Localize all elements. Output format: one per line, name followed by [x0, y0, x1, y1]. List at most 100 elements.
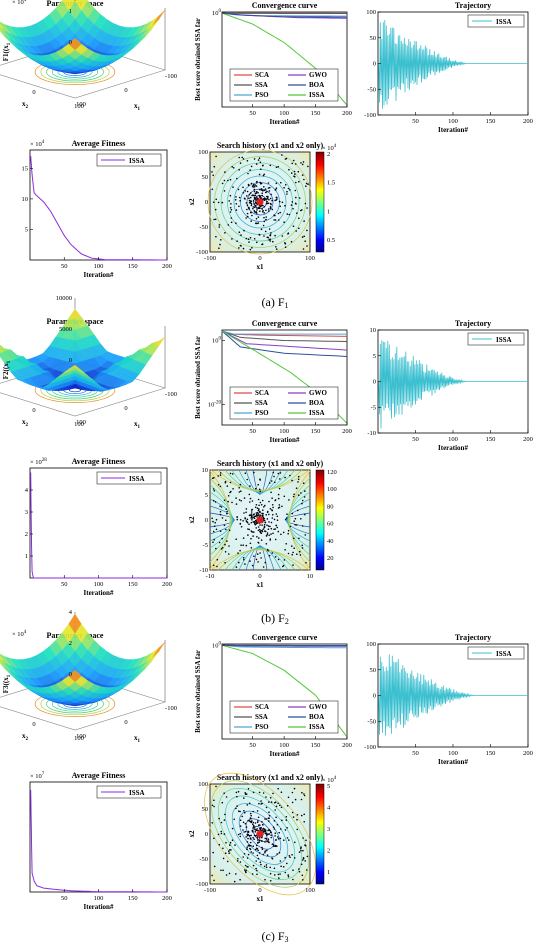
panel-title: Trajectory: [455, 319, 491, 328]
search-point: [246, 841, 249, 843]
search-point: [256, 848, 259, 850]
search-point: [249, 196, 252, 199]
search-point: [279, 478, 281, 480]
search-point: [276, 526, 279, 529]
search-point: [277, 558, 280, 561]
x-tick-label: 50: [412, 118, 419, 125]
x-axis-label: x1: [134, 420, 141, 430]
surface-facet: [0, 655, 5, 663]
search-point: [252, 535, 254, 537]
search-point: [301, 163, 304, 166]
search-point: [270, 232, 272, 234]
search-point: [265, 818, 268, 820]
search-point: [276, 853, 278, 855]
search-point: [250, 513, 253, 515]
search-point: [254, 835, 257, 837]
search-point: [243, 831, 245, 833]
search-point: [278, 852, 281, 854]
search-point: [247, 172, 249, 175]
search-point: [219, 513, 222, 516]
search-point: [277, 472, 280, 475]
search-point: [255, 241, 258, 244]
contour-line: [207, 149, 313, 255]
legend-label-boa: BOA: [309, 81, 324, 89]
search-point: [269, 525, 271, 528]
search-point: [228, 553, 230, 555]
search-point: [246, 160, 249, 162]
search-point: [268, 554, 271, 557]
search-point: [262, 824, 264, 826]
search-point: [264, 841, 266, 843]
search-point: [281, 819, 283, 822]
search-point: [236, 177, 238, 180]
search-point: [267, 528, 270, 530]
y-tick-label: -100: [196, 249, 208, 256]
search-point: [239, 244, 242, 247]
search-point: [264, 878, 266, 881]
search-point: [229, 211, 232, 213]
search-point: [259, 524, 261, 526]
search-point: [249, 497, 252, 500]
search-point: [269, 238, 272, 240]
search-point: [265, 838, 268, 840]
search-point: [242, 192, 245, 194]
y-tick-label: -5: [203, 542, 208, 549]
search-point: [259, 210, 261, 212]
legend-label-gwo: GWO: [309, 71, 327, 79]
legend-label-sca: SCA: [255, 71, 269, 79]
search-point: [253, 158, 256, 160]
figure-caption: (a) F1: [262, 295, 289, 310]
contour-line: [209, 498, 234, 542]
search-point: [264, 852, 266, 854]
search-point: [265, 543, 268, 545]
z-tick-label: 0: [69, 671, 72, 678]
colorbar-exponent: × 104: [322, 776, 337, 784]
x-tick-label: 50: [61, 263, 68, 270]
x-tick-label: 0: [258, 887, 261, 894]
search-point: [268, 521, 270, 523]
search-point: [256, 821, 259, 824]
search-point: [291, 801, 294, 804]
search-point: [300, 162, 302, 164]
surface-facet: [68, 364, 82, 371]
search-point: [284, 856, 286, 859]
search-point: [260, 530, 262, 532]
search-point: [284, 829, 287, 831]
search-point: [253, 203, 256, 205]
search-point: [269, 880, 272, 882]
x-axis-label: Iteration#: [438, 126, 468, 134]
search-point: [258, 839, 261, 842]
search-point: [257, 820, 259, 822]
search-point: [235, 807, 237, 810]
series-line-ssa: [221, 330, 348, 342]
search-point: [237, 833, 240, 836]
search-point: [263, 830, 265, 833]
search-point: [252, 864, 255, 867]
search-point: [307, 183, 309, 185]
search-point: [267, 197, 269, 199]
search-point: [274, 528, 277, 530]
surface-facet: [152, 9, 166, 27]
search-point: [249, 192, 252, 194]
best-point: [256, 198, 264, 206]
search-point: [247, 534, 249, 536]
search-point: [263, 235, 265, 237]
y-tick-label: 50: [370, 35, 377, 42]
z-tick-label: 1: [69, 8, 72, 15]
search-point: [226, 540, 228, 542]
search-point: [278, 219, 280, 221]
search-point: [275, 248, 278, 250]
search-point: [273, 518, 276, 521]
search-point: [295, 181, 297, 184]
search-point: [247, 528, 249, 530]
search-point: [261, 194, 264, 197]
y-tick-label: -50: [199, 224, 208, 231]
search-point: [246, 208, 248, 211]
trajectory-line: [378, 654, 528, 736]
colorbar: [315, 151, 325, 253]
search-point: [225, 874, 228, 876]
search-point: [298, 870, 301, 873]
search-point: [260, 840, 263, 842]
y-tick-label: -100: [364, 744, 376, 751]
search-point: [261, 848, 264, 851]
